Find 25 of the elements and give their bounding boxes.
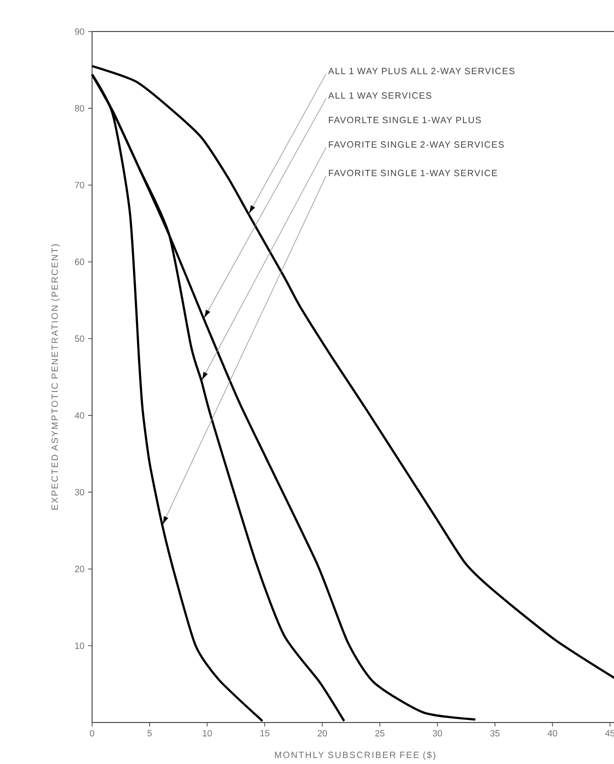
x-tick-label: 15 — [260, 730, 270, 736]
y-tick-label: 70 — [74, 182, 84, 188]
x-tick-label: 30 — [432, 730, 442, 736]
y-tick-label: 40 — [74, 412, 84, 419]
y-axis-title: EXPECTED ASYMPTOTIC PENETRATION (PERCENT) — [51, 244, 60, 510]
x-tick-label: 0 — [90, 730, 94, 736]
y-tick-label: 30 — [74, 489, 84, 496]
annotation: ALL 1 WAY SERVICES — [328, 92, 432, 99]
annotation: FAVORLTE SINGLE 1-WAY PLUS — [328, 116, 481, 124]
x-tick-label: 10 — [202, 730, 212, 736]
annotation: FAVORITE SINGLE 1-WAY SERVICE — [328, 170, 498, 176]
y-tick-label: 60 — [74, 258, 84, 266]
annotation: FAVORITE SINGLE 2-WAY SERVICES — [328, 141, 504, 148]
y-tick-label: 90 — [74, 28, 84, 35]
y-tick-label: 80 — [74, 105, 84, 112]
y-tick-label: 10 — [75, 642, 84, 649]
x-tick-label: 35 — [490, 730, 500, 736]
y-tick-label: 20 — [74, 566, 84, 572]
annotation: ALL 1 WAY PLUS ALL 2-WAY SERVICES — [328, 68, 514, 74]
y-tick-label: 50 — [74, 335, 84, 342]
x-axis-title: MONTHLY SUBSCRIBER FEE ($) — [275, 751, 436, 760]
x-tick-label: 5 — [147, 730, 152, 736]
x-tick-label: 40 — [548, 730, 558, 736]
x-tick-label: 25 — [375, 730, 384, 736]
x-tick-label: 20 — [318, 730, 327, 736]
